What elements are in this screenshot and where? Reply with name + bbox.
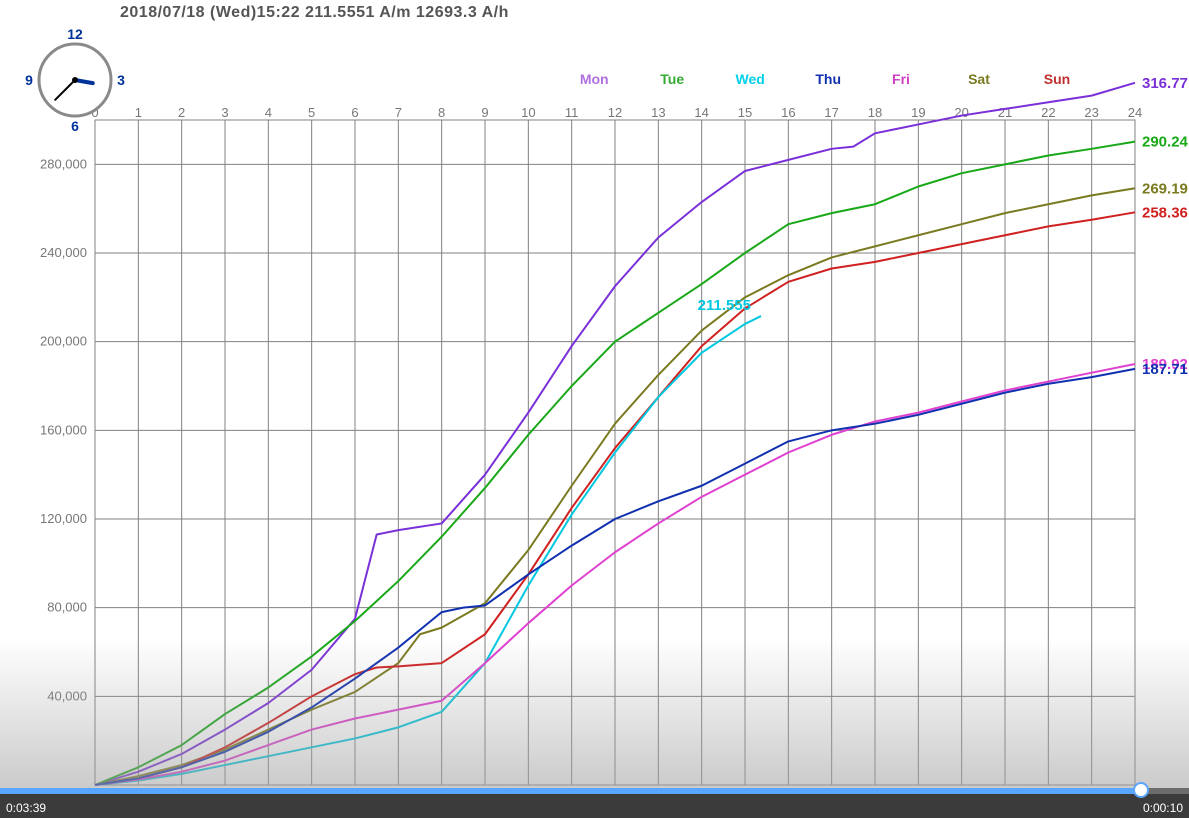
y-tick-label: 160,000: [40, 422, 87, 437]
x-tick-label: 16: [781, 105, 795, 120]
x-tick-label: 9: [481, 105, 488, 120]
x-tick-label: 11: [565, 105, 579, 120]
chart-canvas: 40,000 80,000 120,000 160,000 200,000 240,000…: [0, 0, 1189, 818]
clock-label-3: 3: [117, 72, 125, 88]
progress-bar[interactable]: 0:03:39 0:00:10: [0, 788, 1189, 818]
x-tick-label: 24: [1128, 105, 1142, 120]
day-label: Mon: [580, 71, 609, 87]
x-tick-label: 7: [395, 105, 402, 120]
x-tick-label: 14: [694, 105, 708, 120]
x-tick-label: 6: [351, 105, 358, 120]
x-tick-label: 8: [438, 105, 445, 120]
day-label: Fri: [892, 71, 910, 87]
end-label-mon: 258.36: [1142, 204, 1188, 221]
progress-knob[interactable]: [1133, 782, 1149, 798]
y-tick-label: 280,000: [40, 156, 87, 171]
day-label: Tue: [660, 71, 684, 87]
elapsed-time: 0:03:39: [6, 801, 46, 815]
y-tick-label: 120,000: [40, 511, 87, 526]
y-tick-label: 200,000: [40, 334, 87, 349]
end-label-sun: 316.77: [1142, 75, 1188, 92]
day-label: Thu: [815, 71, 841, 87]
x-tick-label: 10: [521, 105, 535, 120]
x-tick-label: 23: [1084, 105, 1098, 120]
y-tick-label: 240,000: [40, 245, 87, 260]
y-tick-label: 40,000: [47, 688, 87, 703]
x-tick-label: 20: [954, 105, 968, 120]
clock-label-12: 12: [67, 26, 83, 42]
mid-label-wed: 211.555: [698, 297, 751, 314]
x-tick-label: 12: [608, 105, 622, 120]
x-tick-label: 15: [738, 105, 752, 120]
end-label-thu: 187.71: [1142, 361, 1188, 378]
x-tick-label: 1: [135, 105, 142, 120]
day-label: Sat: [968, 71, 990, 87]
progress-fill: [0, 788, 1141, 794]
day-label: Sun: [1044, 71, 1070, 87]
clock-center: [72, 77, 78, 83]
remaining-time: 0:00:10: [1143, 801, 1183, 815]
x-tick-label: 4: [265, 105, 272, 120]
y-tick-label: 80,000: [47, 600, 87, 615]
end-label-sat: 269.19: [1142, 180, 1188, 197]
x-tick-label: 3: [221, 105, 228, 120]
x-tick-label: 5: [308, 105, 315, 120]
clock-label-6: 6: [71, 118, 79, 134]
day-label: Wed: [736, 71, 765, 87]
x-tick-label: 18: [868, 105, 882, 120]
x-tick-label: 17: [824, 105, 838, 120]
x-tick-label: 13: [651, 105, 665, 120]
x-tick-label: 22: [1041, 105, 1055, 120]
x-tick-label: 19: [911, 105, 925, 120]
progress-track[interactable]: [0, 788, 1189, 794]
end-label-tue: 290.24: [1142, 134, 1189, 151]
clock-label-9: 9: [25, 72, 33, 88]
x-tick-label: 2: [178, 105, 185, 120]
